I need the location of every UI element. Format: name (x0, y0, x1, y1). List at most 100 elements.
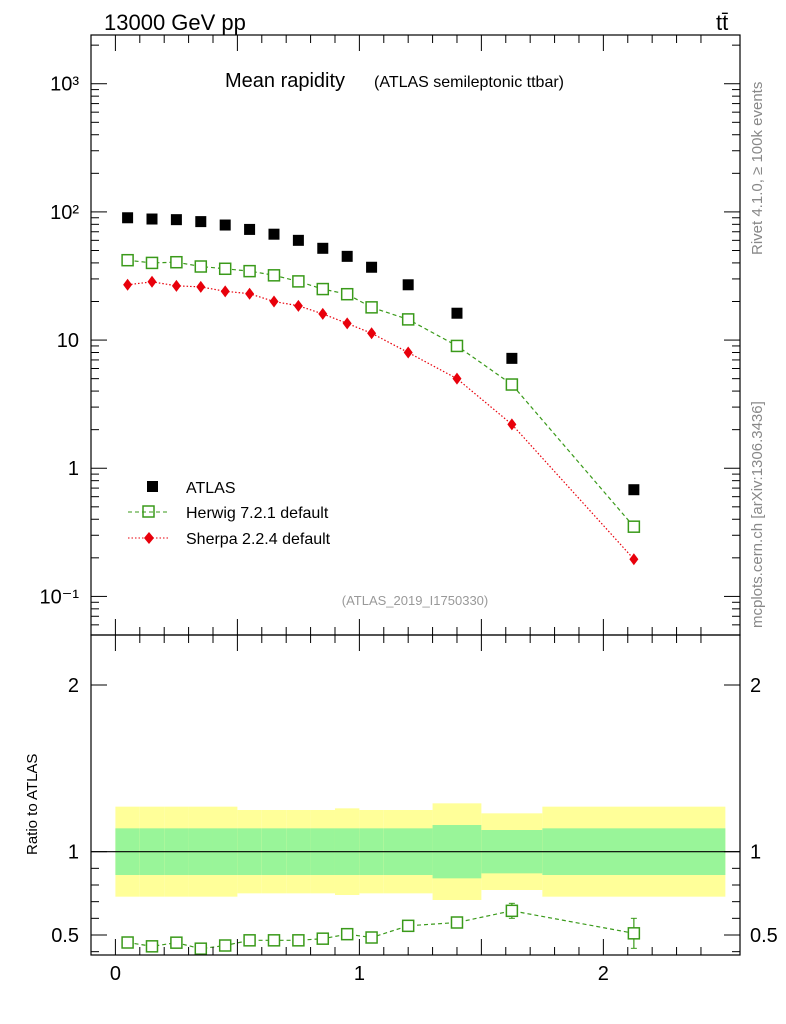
sherpa-point (342, 317, 352, 330)
atlas-point (451, 307, 463, 319)
herwig-ratio-point (194, 942, 208, 955)
x-tick-label: 2 (598, 963, 609, 985)
sherpa-point (123, 278, 133, 291)
atlas-point (292, 234, 304, 246)
herwig-point (365, 301, 378, 314)
chart-title: Mean rapidity (225, 70, 345, 92)
sherpa-point (367, 327, 377, 340)
ratio-plot-marks (121, 902, 641, 955)
sherpa-point (196, 280, 206, 293)
ratio-y-tick-label-right: 1 (750, 842, 761, 864)
x-tick-label: 1 (354, 963, 365, 985)
y-tick-label: 10 (57, 330, 79, 352)
y-tick-label: 10⁻¹ (40, 586, 80, 608)
ratio-y-tick-label: 1 (68, 842, 79, 864)
sherpa-point (452, 372, 462, 385)
herwig-point (450, 339, 464, 353)
atlas-point (195, 216, 207, 228)
herwig-line (127, 259, 635, 528)
ratio-panel: 0.5 0.5 1 1 2 2 0 1 2 Ratio to ATLAS (24, 634, 778, 985)
sherpa-point (171, 279, 181, 292)
chart-subtitle: (ATLAS semileptonic ttbar) (374, 74, 564, 91)
herwig-ratio-point (627, 927, 641, 940)
herwig-ratio-point (243, 934, 256, 947)
sherpa-point (147, 275, 157, 288)
legend-atlas-label: ATLAS (186, 480, 236, 497)
ratio-y-tick-label: 2 (68, 675, 79, 697)
analysis-watermark: (ATLAS_2019_I1750330) (342, 593, 488, 608)
sherpa-point (245, 287, 255, 300)
atlas-point (628, 484, 640, 496)
mcplots-label: mcplots.cern.ch [arXiv:1306.3436] (749, 401, 766, 628)
herwig-point (121, 253, 134, 267)
atlas-point (122, 212, 134, 224)
atlas-point (317, 242, 329, 254)
herwig-point (627, 520, 641, 533)
y-tick-label: 10² (50, 202, 79, 224)
ratio-y-tick-label: 0.5 (51, 925, 79, 947)
energy-label: 13000 GeV pp (104, 10, 246, 35)
herwig-ratio-point (340, 927, 354, 941)
legend-herwig-marker (142, 505, 155, 518)
sherpa-line (127, 281, 635, 560)
ratio-frame (90, 634, 741, 956)
y-tick-label: 10³ (50, 74, 79, 96)
herwig-point (170, 255, 183, 269)
herwig-ratio-point (505, 904, 519, 918)
sherpa-point (220, 285, 230, 298)
atlas-point (244, 223, 256, 235)
ratio-y-tick-label-right: 2 (750, 675, 761, 697)
herwig-point (401, 313, 415, 326)
sherpa-point (629, 553, 639, 566)
herwig-ratio-point (267, 934, 281, 947)
ratio-axes: 0.5 0.5 1 1 2 2 0 1 2 (51, 635, 778, 985)
herwig-ratio-point (316, 932, 330, 945)
main-y-axis: 10⁻¹ 1 10 10² 10³ (40, 35, 740, 636)
herwig-point (194, 260, 208, 273)
legend: ATLAS Herwig 7.2.1 default Sherpa 2.2.4 … (128, 480, 331, 548)
rivet-version-label: Rivet 4.1.0, ≥ 100k events (749, 82, 766, 255)
legend-atlas-marker (147, 481, 158, 492)
atlas-point (366, 261, 378, 273)
ratio-y-label: Ratio to ATLAS (24, 754, 41, 855)
ratio-y-tick-label-right: 0.5 (750, 925, 778, 947)
main-plot-marks (121, 212, 641, 566)
sherpa-point (293, 299, 303, 312)
herwig-ratio-point (365, 931, 378, 944)
atlas-point (341, 250, 353, 262)
process-label: tt̄ (716, 10, 728, 35)
legend-sherpa-label: Sherpa 2.2.4 default (186, 531, 331, 548)
herwig-point (340, 287, 354, 301)
herwig-point (292, 275, 305, 288)
herwig-ratio-point (145, 940, 159, 953)
sherpa-point (269, 295, 279, 308)
atlas-point (506, 352, 518, 364)
herwig-ratio-line (127, 910, 635, 950)
legend-herwig-label: Herwig 7.2.1 default (186, 505, 329, 522)
sherpa-point (318, 307, 328, 320)
x-tick-label: 0 (110, 963, 121, 985)
sherpa-point (507, 418, 517, 431)
herwig-point (145, 256, 159, 270)
herwig-ratio-point (292, 934, 305, 947)
sherpa-point (403, 346, 413, 359)
y-tick-label: 1 (68, 458, 79, 480)
herwig-point (316, 282, 330, 296)
herwig-point (505, 378, 519, 391)
atlas-point (170, 214, 182, 226)
herwig-ratio-point (218, 939, 232, 952)
herwig-ratio-point (121, 936, 134, 949)
herwig-point (243, 264, 256, 278)
atlas-point (402, 279, 414, 291)
herwig-ratio-point (401, 919, 415, 933)
main-panel: 10⁻¹ 1 10 10² 10³ Mean rapidity (ATLAS semil… (40, 34, 741, 636)
atlas-point (219, 219, 231, 231)
herwig-point (267, 269, 281, 282)
herwig-ratio-point (450, 916, 464, 929)
atlas-point (146, 213, 158, 225)
legend-sherpa-marker (144, 532, 154, 544)
herwig-point (218, 262, 232, 276)
herwig-ratio-point (170, 936, 183, 949)
atlas-point (268, 228, 280, 240)
